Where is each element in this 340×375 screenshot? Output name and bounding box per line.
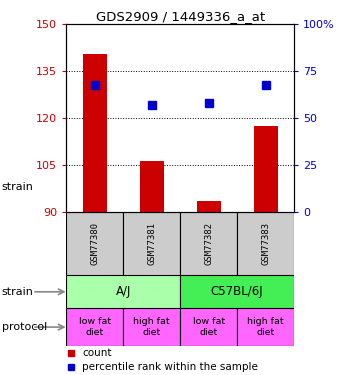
Text: count: count (82, 348, 112, 357)
Title: GDS2909 / 1449336_a_at: GDS2909 / 1449336_a_at (96, 10, 265, 23)
Text: C57BL/6J: C57BL/6J (211, 285, 264, 298)
Text: protocol: protocol (2, 322, 47, 332)
Bar (197, 201, 221, 213)
Text: GSM77383: GSM77383 (261, 222, 270, 266)
Text: strain: strain (2, 287, 34, 297)
Bar (66, 275, 180, 309)
Bar (140, 161, 164, 213)
Bar (66, 213, 123, 275)
Text: low fat
diet: low fat diet (193, 317, 225, 337)
Bar (237, 309, 294, 346)
Bar (83, 54, 107, 213)
Text: high fat
diet: high fat diet (133, 317, 170, 337)
Bar (123, 309, 180, 346)
Text: high fat
diet: high fat diet (247, 317, 284, 337)
Bar (123, 213, 180, 275)
Bar (180, 275, 294, 309)
Text: A/J: A/J (116, 285, 131, 298)
Text: low fat
diet: low fat diet (79, 317, 111, 337)
Text: GSM77382: GSM77382 (204, 222, 213, 266)
Bar (237, 213, 294, 275)
Text: GSM77380: GSM77380 (90, 222, 99, 266)
Text: percentile rank within the sample: percentile rank within the sample (82, 362, 258, 372)
Bar (66, 309, 123, 346)
Bar (254, 126, 277, 213)
Bar (180, 309, 237, 346)
Bar (180, 213, 237, 275)
Text: GSM77381: GSM77381 (147, 222, 156, 266)
Text: strain: strain (2, 183, 34, 192)
